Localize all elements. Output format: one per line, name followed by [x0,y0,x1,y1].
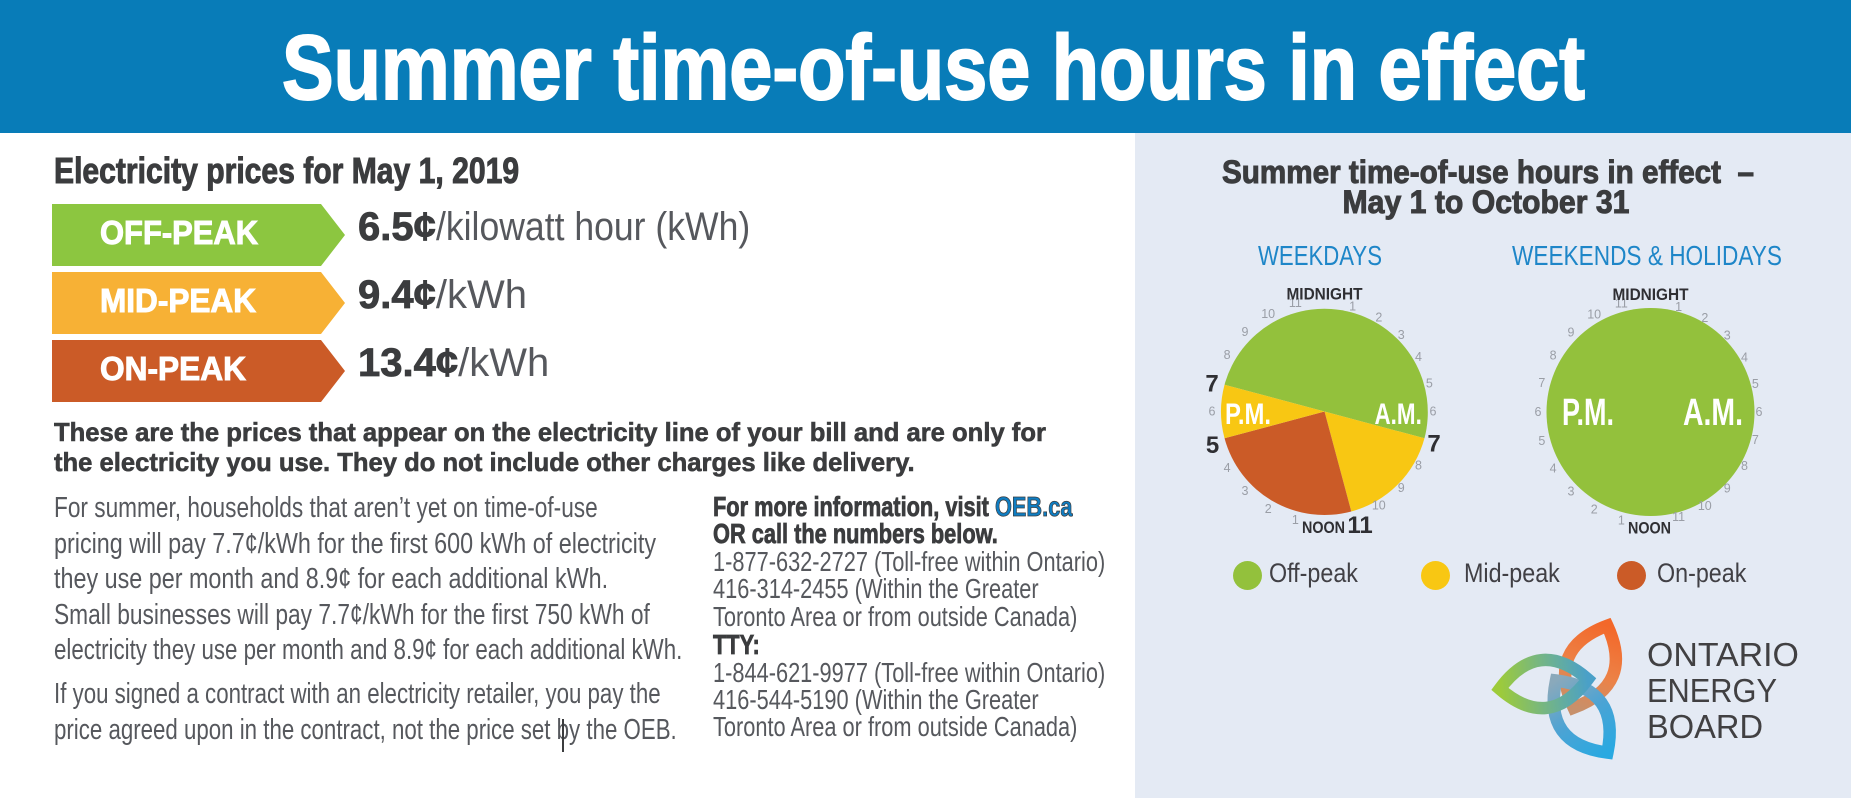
svg-text:MIDNIGHT: MIDNIGHT [1287,284,1364,303]
svg-text:2: 2 [1591,502,1598,516]
svg-text:7: 7 [1427,431,1440,458]
svg-text:4: 4 [1741,351,1748,365]
svg-text:1: 1 [1618,514,1625,528]
svg-text:11: 11 [1347,512,1372,539]
svg-text:10: 10 [1372,499,1386,513]
svg-text:11: 11 [1615,296,1628,310]
svg-text:6: 6 [1535,405,1542,419]
svg-text:7: 7 [1205,371,1218,398]
svg-text:8: 8 [1224,348,1231,362]
svg-text:5: 5 [1538,434,1545,448]
svg-text:7: 7 [1752,433,1759,447]
svg-text:9: 9 [1568,326,1575,340]
svg-text:A.M.: A.M. [1375,398,1422,431]
svg-text:8: 8 [1741,459,1748,473]
svg-text:11: 11 [1289,296,1302,310]
svg-text:11: 11 [1672,510,1685,524]
svg-text:P.M.: P.M. [1562,392,1614,434]
svg-text:10: 10 [1587,308,1601,322]
svg-text:NOON: NOON [1302,518,1345,537]
svg-text:6: 6 [1756,405,1763,419]
svg-text:P.M.: P.M. [1225,398,1271,431]
svg-text:4: 4 [1224,461,1231,475]
svg-text:9: 9 [1724,482,1731,496]
svg-text:MIDNIGHT: MIDNIGHT [1613,285,1690,304]
svg-text:9: 9 [1398,481,1405,495]
svg-text:3: 3 [1568,485,1575,499]
svg-text:8: 8 [1550,349,1557,363]
svg-text:3: 3 [1724,328,1731,342]
svg-text:1: 1 [1292,513,1299,527]
svg-text:3: 3 [1398,328,1405,342]
svg-text:1: 1 [1349,300,1356,314]
svg-text:4: 4 [1550,461,1557,475]
svg-text:5: 5 [1426,376,1433,390]
svg-text:2: 2 [1375,311,1382,325]
svg-text:5: 5 [1752,377,1759,391]
svg-text:7: 7 [1538,376,1545,390]
svg-text:6: 6 [1430,405,1437,419]
svg-text:10: 10 [1261,307,1275,321]
svg-text:3: 3 [1242,484,1249,498]
svg-text:6: 6 [1209,405,1216,419]
svg-text:10: 10 [1698,499,1712,513]
svg-text:9: 9 [1242,325,1249,339]
svg-text:A.M.: A.M. [1683,392,1743,434]
svg-text:NOON: NOON [1628,519,1671,538]
svg-text:1: 1 [1675,300,1682,314]
svg-text:2: 2 [1265,502,1272,516]
svg-text:4: 4 [1415,350,1422,364]
svg-text:5: 5 [1206,432,1219,459]
svg-text:8: 8 [1415,459,1422,473]
svg-text:2: 2 [1701,311,1708,325]
